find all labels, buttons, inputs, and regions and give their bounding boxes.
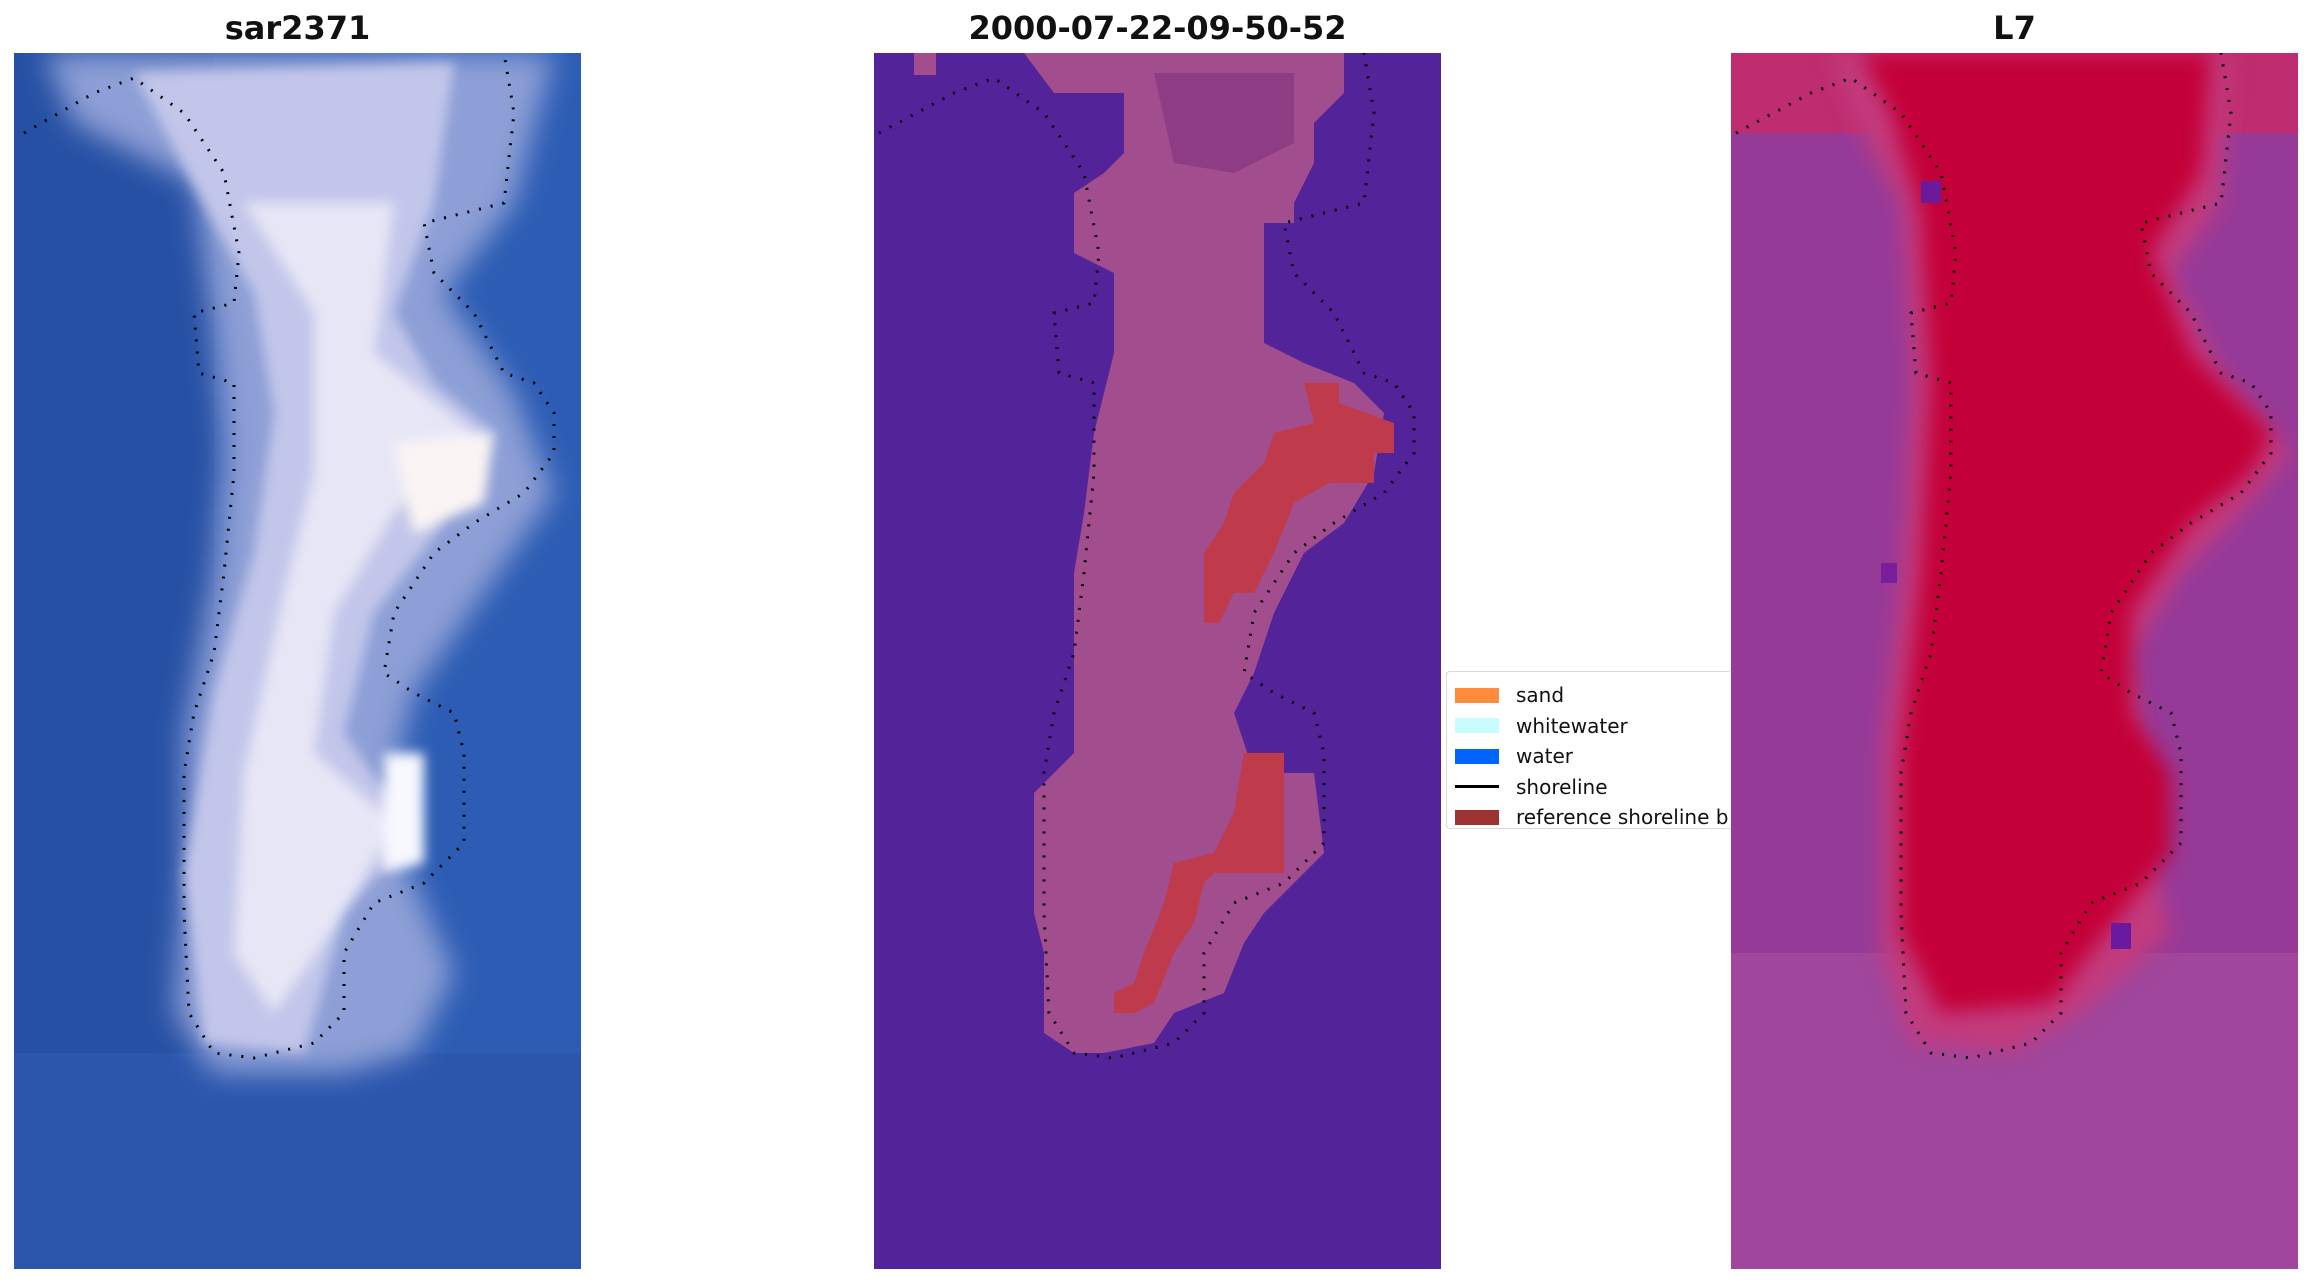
rgb-image — [14, 53, 581, 1269]
legend-label: water — [1516, 744, 1573, 769]
legend-item-whitewater: whitewater — [1447, 711, 1730, 742]
rgb-image-panel — [14, 53, 581, 1269]
legend: sand whitewater water shoreline referenc… — [1446, 671, 1730, 829]
legend-label: sand — [1516, 683, 1565, 708]
legend-item-reference-buffer: reference shoreline buffer — [1447, 802, 1730, 829]
legend-swatch-reference-buffer — [1455, 809, 1499, 825]
legend-item-shoreline: shoreline — [1447, 772, 1730, 803]
panel-title-classified: 2000-07-22-09-50-52 — [968, 9, 1347, 47]
classified-image — [874, 53, 1441, 1269]
legend-item-water: water — [1447, 741, 1730, 772]
classified-image-panel — [874, 53, 1441, 1269]
legend-item-sand: sand — [1447, 680, 1730, 711]
index-image-panel — [1731, 53, 2298, 1269]
legend-swatch-shoreline — [1455, 779, 1499, 794]
legend-swatch-sand — [1455, 687, 1499, 703]
legend-label: shoreline — [1516, 774, 1608, 799]
legend-label: reference shoreline buffer — [1516, 805, 1730, 829]
legend-swatch-water — [1455, 748, 1499, 764]
panel-title-index: L7 — [1993, 9, 2036, 47]
legend-swatch-whitewater — [1455, 718, 1499, 734]
legend-label: whitewater — [1516, 713, 1628, 738]
panel-title-rgb: sar2371 — [224, 9, 371, 47]
index-image — [1731, 53, 2298, 1269]
